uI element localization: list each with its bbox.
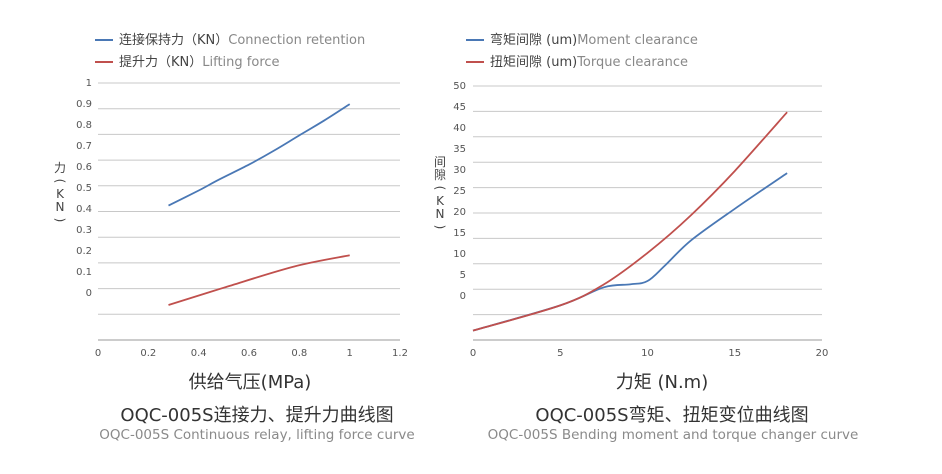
right-caption-en: OQC-005S Bending moment and torque chang…: [487, 427, 859, 443]
left-caption-cn: OQC-005S连接力、提升力曲线图: [120, 405, 394, 426]
left-y-tick-label: 0.9: [76, 99, 92, 110]
right-y-tick-label: 30: [453, 165, 466, 176]
right-legend-label-1: 弯矩间隙 (um)Moment clearance: [490, 32, 698, 48]
right-caption-cn: OQC-005S弯矩、扭矩变位曲线图: [535, 405, 809, 426]
right-legend-name-cn: 扭矩间隙 (um): [490, 55, 577, 70]
left-legend-label-2: 提升力（KN）Lifting force: [119, 54, 280, 70]
right-y-tick-label: 5: [460, 270, 466, 281]
right-x-tick-label: 10: [641, 348, 654, 359]
right-y-tick-label: 10: [453, 249, 466, 260]
left-x-axis-title: 供给气压(MPa): [189, 372, 312, 393]
left-y-tick-label: 0.1: [76, 267, 92, 278]
right-x-tick-label: 0: [470, 348, 476, 359]
right-y-tick-label: 40: [453, 123, 466, 134]
left-y-tick-label: 0.2: [76, 246, 92, 257]
right-y-axis-label-char: (: [433, 186, 447, 191]
right-legend-label-2: 扭矩间隙 (um)Torque clearance: [490, 55, 688, 70]
left-y-tick-label: 0: [86, 288, 92, 299]
right-y-tick-label: 45: [453, 102, 466, 113]
left-caption-en: OQC-005S Continuous relay, lifting force…: [99, 427, 415, 443]
left-y-axis-label-char: N: [56, 200, 65, 214]
left-series-line-2: [168, 254, 350, 306]
right-y-axis-label-char: 间: [434, 155, 446, 169]
left-y-tick-label: 1: [86, 78, 92, 89]
right-series-line-1: [472, 172, 788, 332]
right-legend-name-en: Torque clearance: [576, 55, 688, 70]
right-series-line-2: [472, 111, 788, 332]
left-legend-name-cn: 连接保持力（KN）: [119, 32, 228, 48]
right-y-tick-label: 15: [453, 228, 466, 239]
left-x-tick-label: 1.2: [392, 348, 408, 359]
right-legend-name-cn: 弯矩间隙 (um): [490, 32, 577, 48]
right-x-tick-label: 20: [816, 348, 829, 359]
right-y-axis-label-char: N: [436, 207, 445, 221]
left-series-line-1: [168, 103, 351, 207]
left-x-tick-label: 0.6: [241, 348, 257, 359]
right-y-axis-label-char: 隙: [434, 168, 446, 182]
left-legend-name-cn: 提升力（KN）: [119, 54, 202, 70]
left-legend-label-1: 连接保持力（KN）Connection retention: [119, 32, 365, 48]
right-y-tick-label: 25: [453, 186, 466, 197]
left-y-axis-label-char: ): [53, 218, 67, 223]
right-y-tick-label: 0: [460, 291, 466, 302]
left-x-tick-label: 0.4: [191, 348, 207, 359]
left-y-tick-label: 0.6: [76, 162, 92, 173]
right-y-tick-label: 35: [453, 144, 466, 155]
left-x-tick-label: 1: [346, 348, 352, 359]
left-y-tick-label: 0.5: [76, 183, 92, 194]
right-legend-name-en: Moment clearance: [577, 33, 698, 48]
left-y-tick-label: 0.4: [76, 204, 92, 215]
left-x-tick-label: 0.8: [291, 348, 307, 359]
right-x-axis-title: 力矩 (N.m): [616, 372, 709, 393]
left-legend-name-en: Connection retention: [228, 33, 365, 48]
left-y-axis-label-char: K: [56, 187, 65, 201]
right-y-axis-label-char: ): [433, 225, 447, 230]
right-y-tick-label: 20: [453, 207, 466, 218]
left-x-tick-label: 0: [95, 348, 101, 359]
left-y-tick-label: 0.7: [76, 141, 92, 152]
left-y-tick-label: 0.3: [76, 225, 92, 236]
left-y-axis-label-char: (: [53, 179, 67, 184]
left-legend-name-en: Lifting force: [202, 55, 279, 70]
right-y-axis-label-char: K: [436, 194, 445, 208]
left-x-tick-label: 0.2: [140, 348, 156, 359]
left-y-axis-label-char: 力: [54, 161, 66, 175]
left-y-tick-label: 0.8: [76, 120, 92, 131]
right-y-tick-label: 50: [453, 81, 466, 92]
right-x-tick-label: 5: [557, 348, 563, 359]
right-x-tick-label: 15: [728, 348, 741, 359]
